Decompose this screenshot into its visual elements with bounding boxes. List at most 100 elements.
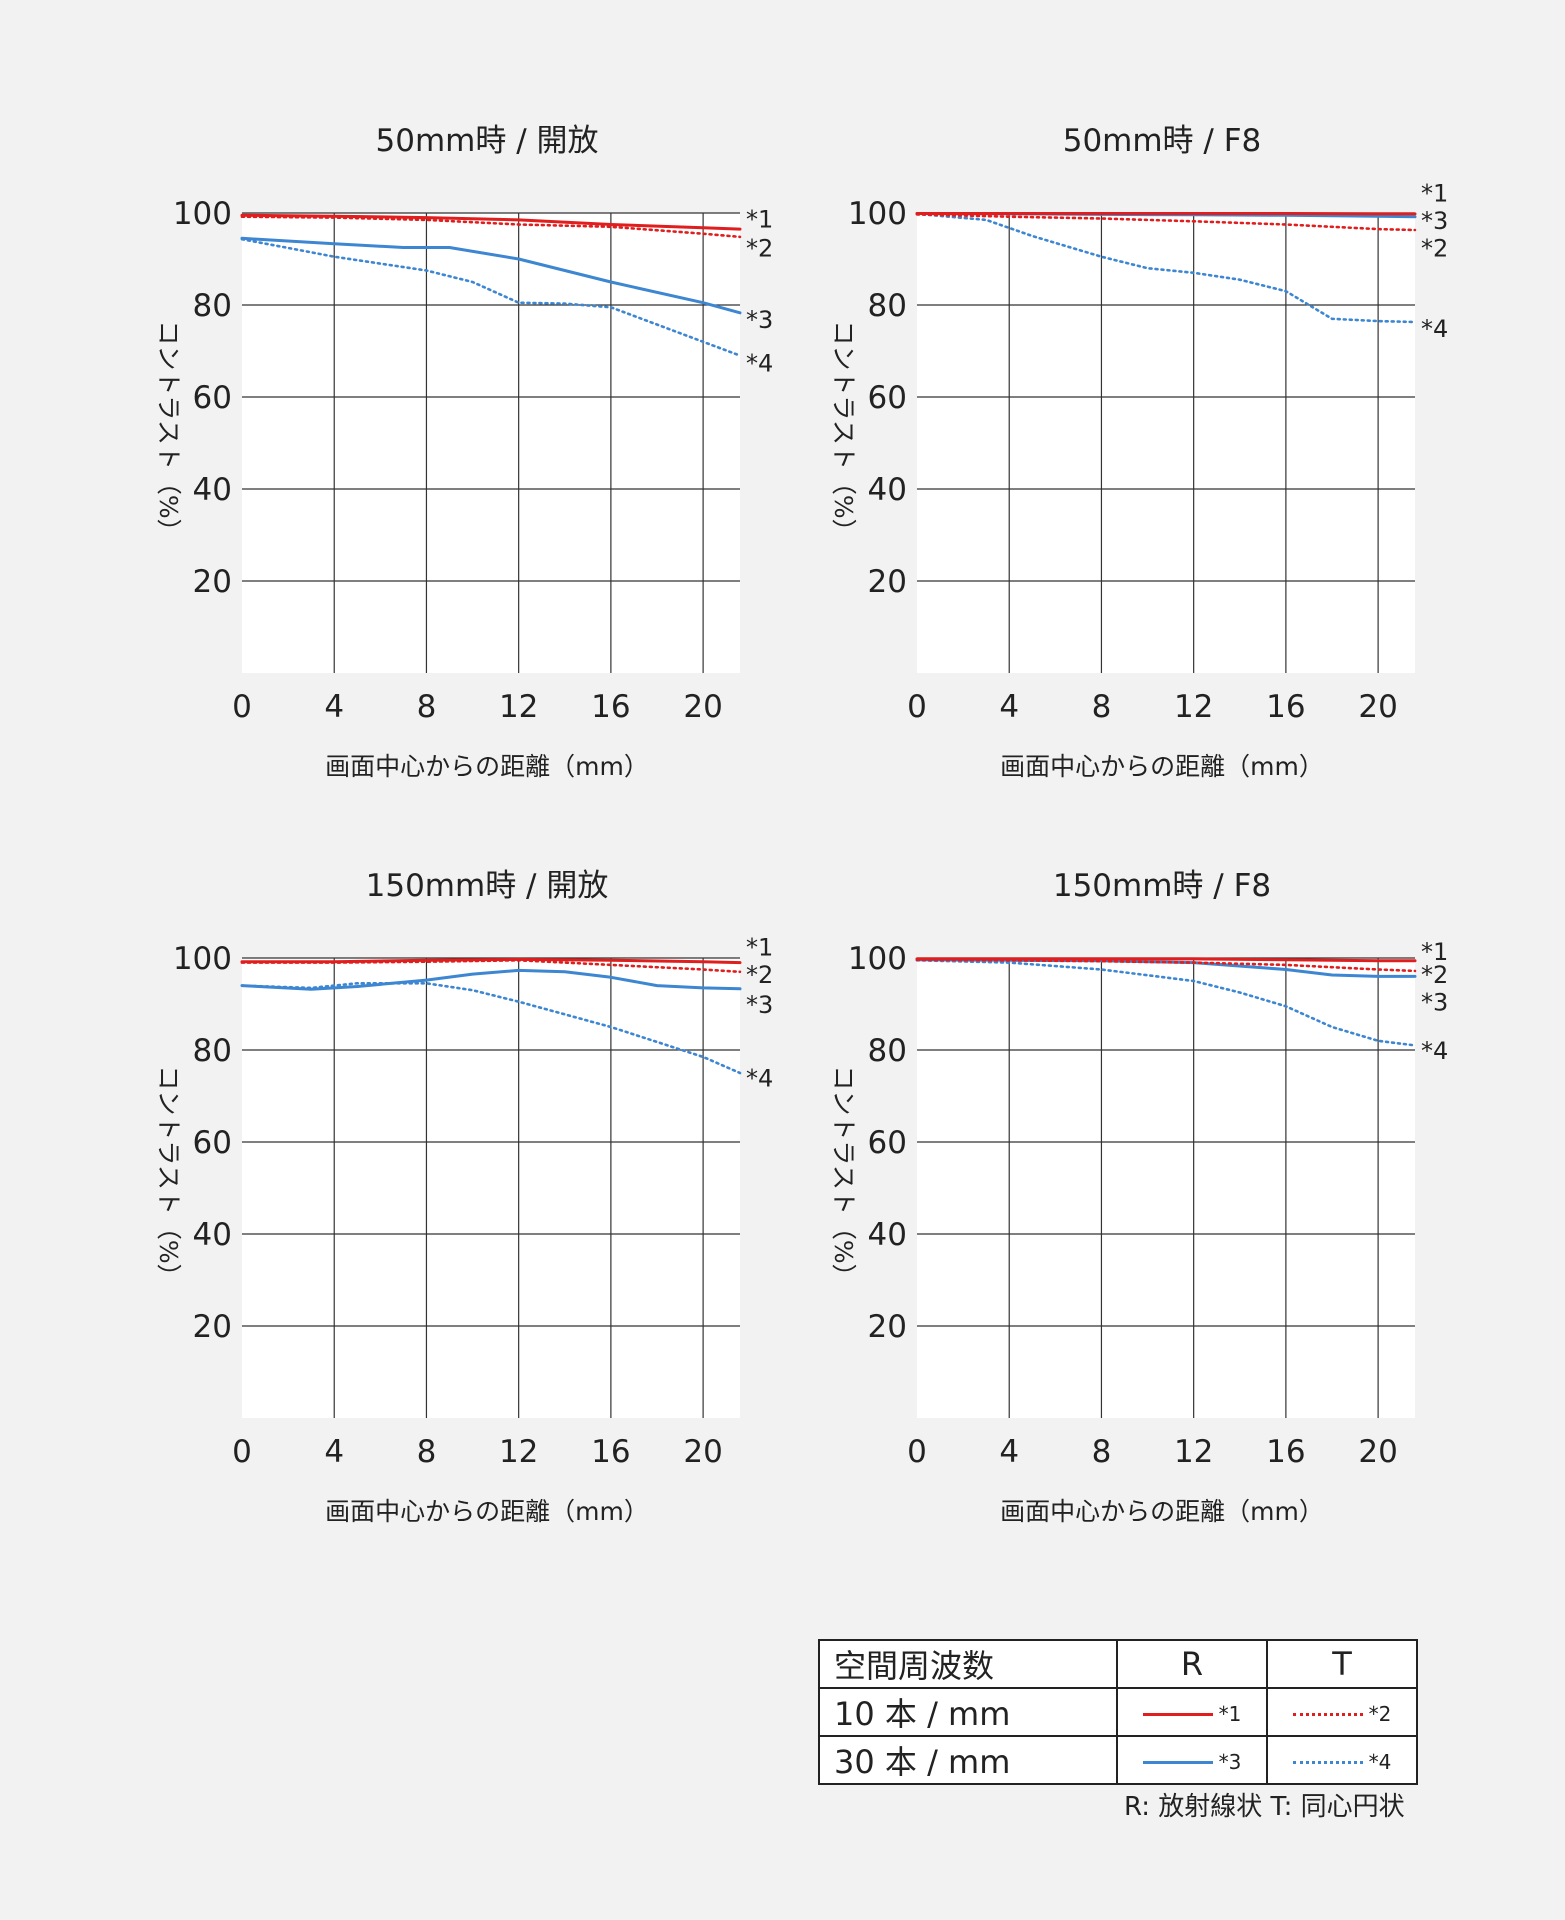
legend-table: 空間周波数 R T 10 本 / mm *1 *2 30 本 / mm *3 *… bbox=[818, 1639, 1418, 1785]
chart-2: 0 4 8 12 16 20 20 40 60 80 100 150mm時 / 開放画面中心からの距離… bbox=[154, 868, 773, 1526]
y-tick-label: 80 bbox=[193, 288, 232, 324]
x-tick-label: 0 bbox=[907, 689, 927, 725]
x-tick-label: 4 bbox=[324, 689, 344, 725]
y-axis-label: コントラスト（%） bbox=[154, 1065, 183, 1288]
series-end-label: *3 bbox=[1421, 989, 1448, 1017]
y-axis-label: コントラスト（%） bbox=[829, 320, 858, 543]
y-tick-label: 60 bbox=[193, 380, 232, 416]
legend-note: R: 放射線状 T: 同心円状 bbox=[1124, 1792, 1405, 1822]
legend-swatch-t2: *4 bbox=[1266, 1735, 1418, 1785]
series-line-s2 bbox=[915, 213, 1417, 232]
y-tick-label: 40 bbox=[868, 472, 907, 508]
series-end-label: *2 bbox=[746, 235, 773, 263]
x-tick-label: 20 bbox=[683, 1434, 722, 1470]
series-end-label: *3 bbox=[1421, 207, 1448, 235]
y-axis-label: コントラスト（%） bbox=[829, 1065, 858, 1288]
y-tick-label: 20 bbox=[193, 1309, 232, 1345]
y-tick-label: 20 bbox=[868, 564, 907, 600]
chart-1: 0 4 8 12 16 20 20 40 60 80 100 50mm時 / F8 画面中心からの距離（… bbox=[829, 123, 1448, 781]
x-tick-label: 16 bbox=[1266, 689, 1305, 725]
y-axis-label: コントラスト（%） bbox=[154, 320, 183, 543]
legend-swatch-r1: *1 bbox=[1116, 1687, 1268, 1737]
x-tick-label: 8 bbox=[1092, 689, 1112, 725]
y-tick-label: 80 bbox=[868, 288, 907, 324]
y-tick-label: 100 bbox=[173, 196, 232, 232]
legend-tag: *4 bbox=[1368, 1750, 1392, 1774]
x-axis-label: 画面中心からの距離（mm） bbox=[1000, 1497, 1324, 1526]
y-tick-label: 100 bbox=[173, 941, 232, 977]
series-line-s4 bbox=[915, 212, 1417, 324]
chart-0: 0 4 8 12 16 20 20 40 60 80 100 50mm時 / 開放画面中心からの距離（… bbox=[154, 123, 773, 781]
chart-title: 150mm時 / F8 bbox=[1053, 868, 1271, 904]
legend-swatch-t1: *2 bbox=[1266, 1687, 1418, 1737]
x-tick-label: 12 bbox=[1174, 1434, 1213, 1470]
chart-3: 0 4 8 12 16 20 20 40 60 80 100 150mm時 / F8 画面中心からの距離… bbox=[829, 868, 1448, 1526]
x-tick-label: 16 bbox=[591, 689, 630, 725]
series-line-s3 bbox=[240, 236, 742, 315]
x-tick-label: 12 bbox=[499, 689, 538, 725]
legend-row-10: 10 本 / mm *1 *2 bbox=[818, 1687, 1418, 1737]
plot-area bbox=[917, 958, 1415, 1418]
legend-header-r: R bbox=[1116, 1639, 1268, 1689]
legend-tag: *1 bbox=[1218, 1702, 1242, 1726]
y-tick-label: 80 bbox=[193, 1033, 232, 1069]
x-tick-label: 16 bbox=[1266, 1434, 1305, 1470]
y-tick-label: 20 bbox=[868, 1309, 907, 1345]
series-end-label: *4 bbox=[1421, 1037, 1448, 1065]
series-end-label: *2 bbox=[746, 961, 773, 989]
x-tick-label: 0 bbox=[907, 1434, 927, 1470]
legend-line-dotted-blue bbox=[1292, 1760, 1363, 1764]
plot-area bbox=[917, 213, 1415, 673]
legend-header-t: T bbox=[1266, 1639, 1418, 1689]
series-end-label: *3 bbox=[746, 306, 773, 334]
y-tick-label: 40 bbox=[868, 1217, 907, 1253]
x-axis-label: 画面中心からの距離（mm） bbox=[325, 752, 649, 781]
legend-tag: *3 bbox=[1218, 1750, 1242, 1774]
series-end-label: *1 bbox=[746, 206, 773, 234]
series-end-label: *1 bbox=[1421, 179, 1448, 207]
x-tick-label: 4 bbox=[999, 689, 1019, 725]
legend-line-dotted-red bbox=[1292, 1712, 1363, 1716]
series-line-s1 bbox=[240, 957, 742, 965]
series-line-s3 bbox=[240, 968, 742, 991]
legend-row-label: 30 本 / mm bbox=[818, 1735, 1118, 1785]
chart-title: 50mm時 / 開放 bbox=[376, 123, 599, 159]
y-tick-label: 40 bbox=[193, 472, 232, 508]
legend-header-frequency: 空間周波数 bbox=[818, 1639, 1118, 1689]
x-tick-label: 4 bbox=[999, 1434, 1019, 1470]
series-end-label: *4 bbox=[1421, 315, 1448, 343]
chart-title: 50mm時 / F8 bbox=[1063, 123, 1262, 159]
x-tick-label: 20 bbox=[1358, 689, 1397, 725]
series-end-label: *1 bbox=[746, 934, 773, 962]
legend-row-label: 10 本 / mm bbox=[818, 1687, 1118, 1737]
legend-row-30: 30 本 / mm *3 *4 bbox=[818, 1735, 1418, 1785]
x-tick-label: 12 bbox=[1174, 689, 1213, 725]
series-end-label: *4 bbox=[746, 1065, 773, 1093]
series-line-s4 bbox=[915, 958, 1417, 1047]
chart-title: 150mm時 / 開放 bbox=[366, 868, 609, 904]
x-tick-label: 0 bbox=[232, 1434, 252, 1470]
x-tick-label: 4 bbox=[324, 1434, 344, 1470]
x-tick-label: 12 bbox=[499, 1434, 538, 1470]
y-tick-label: 60 bbox=[868, 1125, 907, 1161]
plot-area bbox=[242, 213, 740, 673]
legend-tag: *2 bbox=[1368, 1702, 1392, 1726]
legend-header-row: 空間周波数 R T bbox=[818, 1639, 1418, 1689]
series-line-s1 bbox=[915, 957, 1417, 963]
y-tick-label: 100 bbox=[848, 196, 907, 232]
series-line-s4 bbox=[240, 981, 742, 1075]
y-tick-label: 60 bbox=[868, 380, 907, 416]
y-tick-label: 20 bbox=[193, 564, 232, 600]
x-tick-label: 20 bbox=[1358, 1434, 1397, 1470]
series-line-s1 bbox=[240, 213, 742, 231]
x-tick-label: 8 bbox=[417, 1434, 437, 1470]
series-end-label: *2 bbox=[1421, 235, 1448, 263]
y-tick-label: 60 bbox=[193, 1125, 232, 1161]
series-end-label: *2 bbox=[1421, 961, 1448, 989]
x-tick-label: 16 bbox=[591, 1434, 630, 1470]
legend-line-solid-blue bbox=[1142, 1760, 1213, 1764]
series-end-label: *3 bbox=[746, 991, 773, 1019]
x-axis-label: 画面中心からの距離（mm） bbox=[325, 1497, 649, 1526]
x-tick-label: 8 bbox=[1092, 1434, 1112, 1470]
